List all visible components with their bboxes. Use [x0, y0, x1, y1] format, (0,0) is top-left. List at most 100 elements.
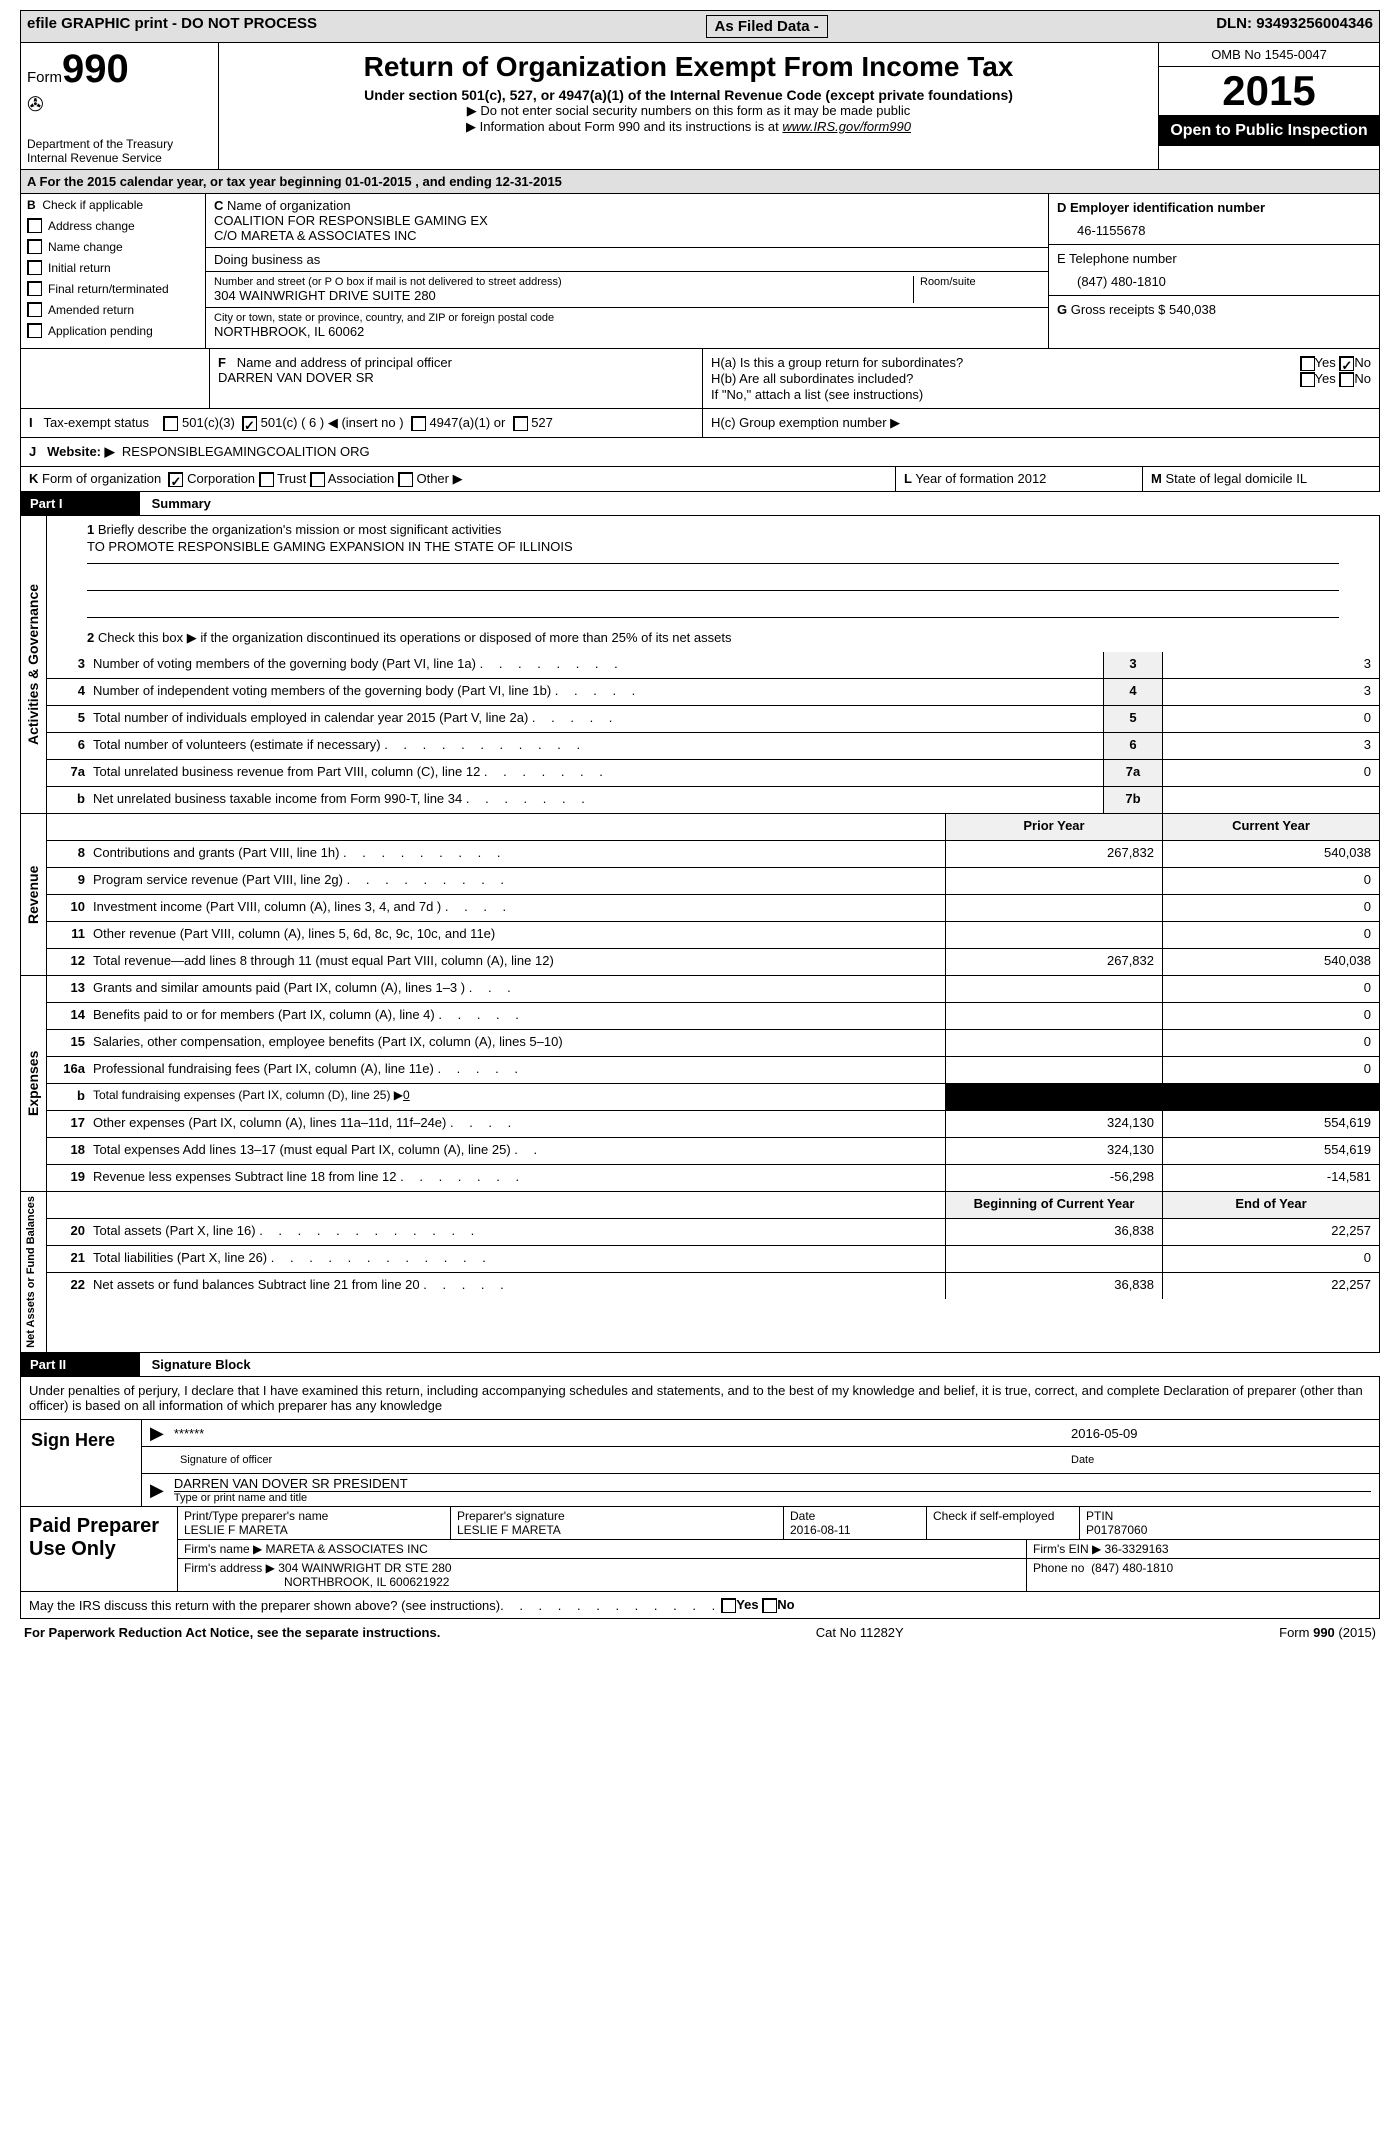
line-9: 9Program service revenue (Part VIII, lin… [47, 868, 1379, 895]
line-12: 12Total revenue—add lines 8 through 11 (… [47, 949, 1379, 975]
line-15: 15Salaries, other compensation, employee… [47, 1030, 1379, 1057]
form-header: Form990 ✇ Department of the Treasury Int… [20, 43, 1380, 170]
check-527[interactable] [513, 416, 528, 431]
check-4947[interactable] [411, 416, 426, 431]
irs-link[interactable]: www.IRS.gov/form990 [782, 119, 911, 134]
principal-officer: DARREN VAN DOVER SR [218, 370, 374, 385]
check-amended[interactable]: Amended return [27, 302, 199, 317]
org-name-2: C/O MARETA & ASSOCIATES INC [214, 228, 1040, 243]
line-8: 8Contributions and grants (Part VIII, li… [47, 841, 1379, 868]
line-21: 21Total liabilities (Part X, line 26) . … [47, 1246, 1379, 1273]
cat-no: Cat No 11282Y [816, 1625, 904, 1640]
line-3: 3Number of voting members of the governi… [47, 652, 1379, 679]
check-pending[interactable]: Application pending [27, 323, 199, 338]
website: RESPONSIBLEGAMINGCOALITION ORG [122, 444, 370, 459]
line-22: 22Net assets or fund balances Subtract l… [47, 1273, 1379, 1299]
line-2: 2 Check this box ▶ if the organization d… [47, 624, 1379, 652]
check-other[interactable] [398, 472, 413, 487]
line-6: 6Total number of volunteers (estimate if… [47, 733, 1379, 760]
check-501c3[interactable] [163, 416, 178, 431]
phone: (847) 480-1810 [1057, 274, 1371, 289]
net-assets-header: Beginning of Current Year End of Year [47, 1192, 1379, 1219]
line-20: 20Total assets (Part X, line 16) . . . .… [47, 1219, 1379, 1246]
perjury-statement: Under penalties of perjury, I declare th… [21, 1377, 1379, 1419]
check-name-change[interactable]: Name change [27, 239, 199, 254]
form-title: Return of Organization Exempt From Incom… [229, 51, 1148, 83]
section-h: H(a) Is this a group return for subordin… [703, 349, 1379, 408]
paid-preparer: Paid Preparer Use Only Print/Type prepar… [21, 1506, 1379, 1591]
org-name-1: COALITION FOR RESPONSIBLE GAMING EX [214, 213, 1040, 228]
firm-ein: 36-3329163 [1105, 1542, 1169, 1556]
open-to-public: Open to Public Inspection [1159, 116, 1379, 146]
irs-label: Internal Revenue Service [27, 151, 212, 165]
paperwork-notice: For Paperwork Reduction Act Notice, see … [24, 1625, 440, 1640]
hb-no[interactable] [1339, 372, 1354, 387]
check-501c[interactable]: ✓ [242, 416, 257, 431]
mission-text: TO PROMOTE RESPONSIBLE GAMING EXPANSION … [87, 537, 1339, 564]
check-address-change[interactable]: Address change [27, 218, 199, 233]
ein: 46-1155678 [1057, 223, 1371, 238]
line-7b: bNet unrelated business taxable income f… [47, 787, 1379, 813]
officer-name-title: DARREN VAN DOVER SR PRESIDENT [174, 1476, 1371, 1491]
line-18: 18Total expenses Add lines 13–17 (must e… [47, 1138, 1379, 1165]
dept-treasury: Department of the Treasury [27, 137, 212, 151]
activities-governance: Activities & Governance 1 Briefly descri… [20, 516, 1380, 814]
ha-yes[interactable] [1300, 356, 1315, 371]
discuss-yes[interactable] [721, 1598, 736, 1613]
line-4: 4Number of independent voting members of… [47, 679, 1379, 706]
column-c: C Name of organization COALITION FOR RES… [206, 194, 1048, 348]
as-filed: As Filed Data - [706, 15, 828, 38]
row-i: I Tax-exempt status 501(c)(3) ✓ 501(c) (… [20, 409, 1380, 438]
dln: DLN: 93493256004346 [1216, 15, 1373, 38]
revenue-section: Revenue Prior Year Current Year 8Contrib… [20, 814, 1380, 976]
line-1-mission: 1 Briefly describe the organization's mi… [47, 516, 1379, 624]
tax-year: 2015 [1159, 67, 1379, 116]
discuss-with-preparer: May the IRS discuss this return with the… [21, 1591, 1379, 1618]
firm-addr2: NORTHBROOK, IL 600621922 [184, 1575, 449, 1589]
dba-label: Doing business as [214, 252, 320, 267]
line-17: 17Other expenses (Part IX, column (A), l… [47, 1111, 1379, 1138]
line-14: 14Benefits paid to or for members (Part … [47, 1003, 1379, 1030]
firm-name: MARETA & ASSOCIATES INC [266, 1542, 428, 1556]
header-right: OMB No 1545-0047 2015 Open to Public Ins… [1158, 43, 1379, 169]
hb-yes[interactable] [1300, 372, 1315, 387]
top-bar: efile GRAPHIC print - DO NOT PROCESS As … [20, 10, 1380, 43]
form-ref: Form 990 (2015) [1279, 1625, 1376, 1640]
discuss-no[interactable] [762, 1598, 777, 1613]
org-info-section: B Check if applicable Address change Nam… [20, 194, 1380, 349]
form-number: Form990 [27, 47, 212, 92]
line-16a: 16aProfessional fundraising fees (Part I… [47, 1057, 1379, 1084]
row-j: J Website: ▶ RESPONSIBLEGAMINGCOALITION … [20, 438, 1380, 467]
expenses-section: Expenses 13Grants and similar amounts pa… [20, 976, 1380, 1192]
ssn-note: ▶ Do not enter social security numbers o… [229, 103, 1148, 119]
revenue-header: Prior Year Current Year [47, 814, 1379, 841]
firm-addr1: 304 WAINWRIGHT DR STE 280 [278, 1561, 451, 1575]
line-10: 10Investment income (Part VIII, column (… [47, 895, 1379, 922]
net-assets-section: Net Assets or Fund Balances Beginning of… [20, 1192, 1380, 1353]
omb-number: OMB No 1545-0047 [1159, 43, 1379, 67]
ptin: P01787060 [1086, 1523, 1373, 1537]
check-corp[interactable]: ✓ [168, 472, 183, 487]
signature-block: Under penalties of perjury, I declare th… [20, 1377, 1380, 1619]
ha-no[interactable]: ✓ [1339, 356, 1354, 371]
header-left: Form990 ✇ Department of the Treasury Int… [21, 43, 219, 169]
line-13: 13Grants and similar amounts paid (Part … [47, 976, 1379, 1003]
column-d: D Employer identification number 46-1155… [1048, 194, 1379, 348]
line-7a: 7aTotal unrelated business revenue from … [47, 760, 1379, 787]
info-note: ▶ Information about Form 990 and its ins… [229, 119, 1148, 135]
check-assoc[interactable] [310, 472, 325, 487]
line-11: 11Other revenue (Part VIII, column (A), … [47, 922, 1379, 949]
check-initial-return[interactable]: Initial return [27, 260, 199, 275]
firm-phone: (847) 480-1810 [1091, 1561, 1173, 1575]
efile-notice: efile GRAPHIC print - DO NOT PROCESS [27, 15, 317, 38]
street-address: 304 WAINWRIGHT DRIVE SUITE 280 [214, 288, 913, 303]
section-f-h: F Name and address of principal officer … [20, 349, 1380, 409]
check-trust[interactable] [259, 472, 274, 487]
line-5: 5Total number of individuals employed in… [47, 706, 1379, 733]
preparer-sig: LESLIE F MARETA [457, 1523, 777, 1537]
row-k: K Form of organization ✓ Corporation Tru… [20, 467, 1380, 492]
header-center: Return of Organization Exempt From Incom… [219, 43, 1158, 169]
city-state-zip: NORTHBROOK, IL 60062 [214, 324, 1040, 339]
check-final-return[interactable]: Final return/terminated [27, 281, 199, 296]
form-subtitle: Under section 501(c), 527, or 4947(a)(1)… [229, 87, 1148, 103]
